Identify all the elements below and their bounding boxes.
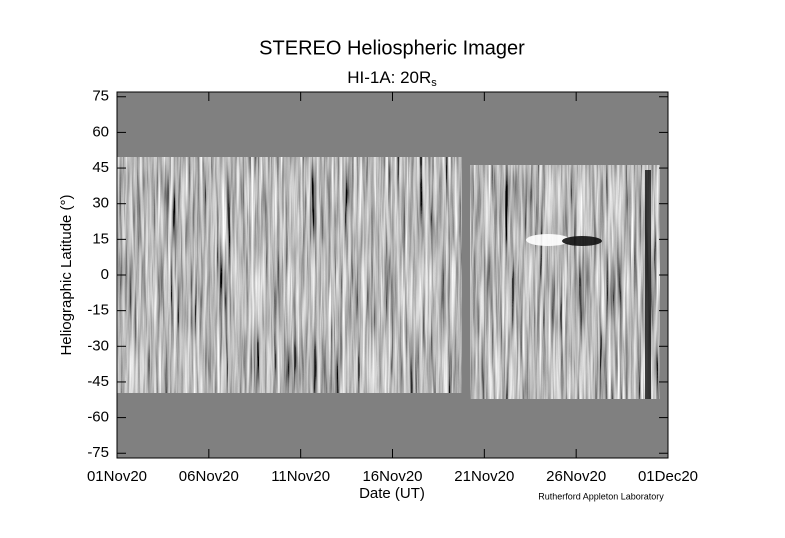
bright-feature <box>526 234 570 246</box>
y-tick-label: -30 <box>87 337 109 354</box>
credit: Rutherford Appleton Laboratory <box>538 491 664 501</box>
x-tick-label: 01Dec20 <box>638 468 698 485</box>
x-tick-label: 01Nov20 <box>87 468 147 485</box>
y-axis-label: Heliographic Latitude (°) <box>58 194 75 355</box>
chart-title: STEREO Heliospheric Imager <box>259 37 525 59</box>
x-tick-label: 11Nov20 <box>271 468 330 485</box>
x-tick-label: 16Nov20 <box>362 468 422 485</box>
image-panel <box>470 165 660 399</box>
subtitle-text: HI-1A: 20R <box>347 68 431 87</box>
x-tick-label: 26Nov20 <box>546 468 606 485</box>
y-tick-label: 0 <box>101 266 109 283</box>
plot-area <box>116 91 669 459</box>
chart-subtitle: HI-1A: 20Rs <box>347 68 437 88</box>
y-tick-label: -15 <box>87 302 109 319</box>
dark-feature <box>562 236 602 246</box>
dark-streak <box>645 170 651 399</box>
x-axis-label: Date (UT) <box>359 485 425 502</box>
y-tick-label: -75 <box>87 444 109 461</box>
y-tick-label: 60 <box>92 123 109 140</box>
image-panel <box>117 157 462 393</box>
subtitle-subscript: s <box>431 77 437 89</box>
x-tick-label: 06Nov20 <box>179 468 239 485</box>
y-tick-label: -45 <box>87 373 109 390</box>
y-tick-label: -60 <box>87 409 109 426</box>
y-tick-label: 45 <box>92 159 109 176</box>
y-tick-label: 15 <box>92 230 109 247</box>
y-tick-label: 30 <box>92 195 109 212</box>
y-tick-label: 75 <box>92 88 109 105</box>
x-tick-label: 21Nov20 <box>454 468 514 485</box>
